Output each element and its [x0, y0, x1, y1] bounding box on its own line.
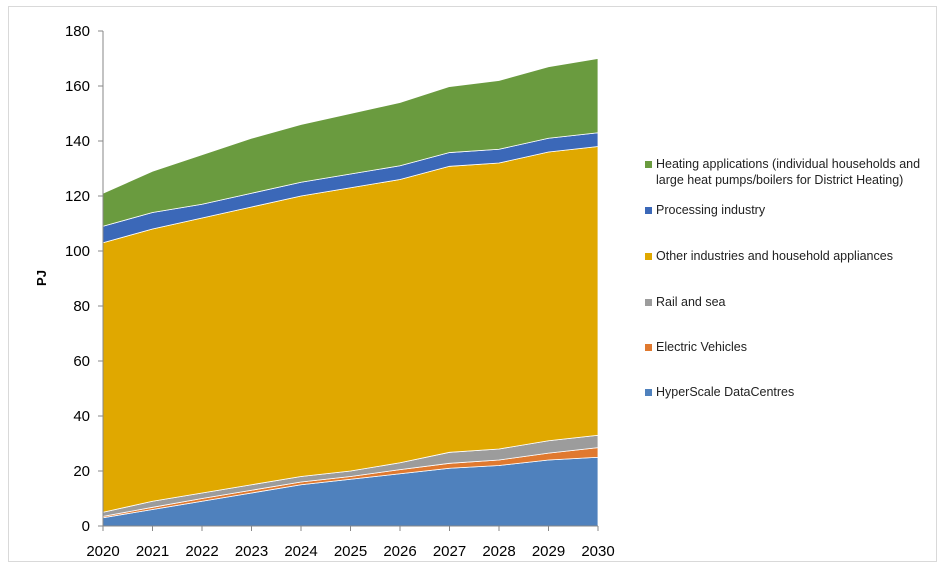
legend-swatch	[645, 299, 652, 306]
y-tick-label: 100	[65, 243, 90, 260]
legend-swatch	[645, 253, 652, 260]
x-tick-label: 2026	[383, 543, 416, 560]
x-tick-label: 2027	[433, 543, 466, 560]
legend-swatch	[645, 161, 652, 168]
y-tick-label: 140	[65, 133, 90, 150]
x-tick-label: 2024	[284, 543, 317, 560]
legend-swatch	[645, 344, 652, 351]
y-tick-label: 180	[65, 23, 90, 40]
x-tick-label: 2022	[185, 543, 218, 560]
y-tick-label: 160	[65, 78, 90, 95]
legend-label: Rail and sea	[656, 295, 726, 309]
y-axis-label: PJ	[34, 270, 49, 286]
x-tick-label: 2021	[136, 543, 169, 560]
x-tick-label: 2028	[482, 543, 515, 560]
y-tick-label: 60	[73, 353, 90, 370]
y-tick-label: 40	[73, 408, 90, 425]
series-areas	[102, 58, 599, 527]
y-tick-label: 80	[73, 298, 90, 315]
x-tick-label: 2025	[334, 543, 367, 560]
legend-label: Heating applications (individual househo…	[656, 157, 920, 187]
x-tick-label: 2020	[86, 543, 119, 560]
legend: Heating applications (individual househo…	[645, 157, 920, 399]
legend-label: HyperScale DataCentres	[656, 385, 794, 399]
x-tick-label: 2029	[532, 543, 565, 560]
y-tick-label: 0	[82, 518, 90, 535]
legend-label: Other industries and household appliance…	[656, 249, 893, 263]
legend-label: Electric Vehicles	[656, 340, 747, 354]
axes: 0 20 40 60 80 100 120 140 160 180 2020 2021 2022 2023…	[34, 23, 615, 560]
legend-label: Processing industry	[656, 203, 766, 217]
series-area-5	[102, 58, 599, 227]
x-tick-label: 2023	[235, 543, 268, 560]
legend-swatch	[645, 389, 652, 396]
legend-swatch	[645, 207, 652, 214]
y-tick-label: 120	[65, 188, 90, 205]
x-tick-label: 2030	[581, 543, 614, 560]
y-tick-label: 20	[73, 463, 90, 480]
